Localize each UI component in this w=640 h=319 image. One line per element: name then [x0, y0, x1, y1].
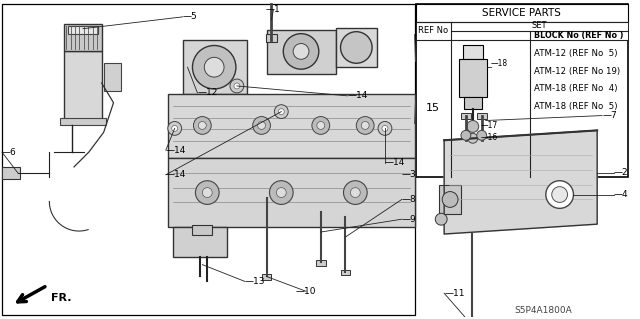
Bar — [104, 63, 122, 91]
Bar — [2, 4, 415, 315]
Bar — [168, 158, 415, 227]
Text: —3: —3 — [402, 170, 417, 179]
Circle shape — [350, 188, 360, 197]
Bar — [461, 113, 471, 119]
Text: ATM-18 (REF No  5): ATM-18 (REF No 5) — [534, 102, 618, 111]
Text: —14: —14 — [166, 145, 186, 155]
Text: SERVICE PARTS: SERVICE PARTS — [482, 8, 561, 18]
Text: —17: —17 — [481, 121, 498, 130]
Circle shape — [234, 83, 240, 89]
Text: —4: —4 — [614, 190, 628, 199]
Bar — [439, 185, 461, 214]
Text: ATM-18 (REF No  4): ATM-18 (REF No 4) — [534, 85, 618, 93]
Text: ATM-12 (REF No  5): ATM-12 (REF No 5) — [534, 49, 618, 58]
Bar — [64, 24, 102, 51]
Text: —6: —6 — [2, 148, 17, 157]
Bar — [266, 33, 277, 41]
Circle shape — [253, 116, 271, 134]
Text: BLOCK No (REF No ): BLOCK No (REF No ) — [534, 31, 623, 40]
Bar — [60, 117, 106, 125]
Circle shape — [356, 116, 374, 134]
Circle shape — [552, 187, 568, 203]
Bar — [266, 30, 335, 74]
Bar — [415, 4, 628, 177]
Circle shape — [168, 122, 182, 135]
Text: S5P4A1800A: S5P4A1800A — [515, 306, 573, 315]
Circle shape — [284, 33, 319, 69]
Bar — [335, 28, 377, 67]
Text: REF No: REF No — [419, 26, 449, 35]
Circle shape — [230, 79, 244, 93]
Circle shape — [378, 122, 392, 135]
Circle shape — [340, 32, 372, 63]
Circle shape — [276, 188, 286, 197]
Circle shape — [467, 121, 479, 132]
Circle shape — [477, 130, 486, 140]
Text: —16: —16 — [481, 133, 498, 142]
Polygon shape — [444, 130, 597, 234]
Circle shape — [195, 181, 219, 204]
Bar — [182, 40, 247, 94]
Bar — [463, 46, 483, 59]
Text: ATM-12 (REF No 19): ATM-12 (REF No 19) — [534, 67, 620, 76]
Circle shape — [312, 116, 330, 134]
Bar — [415, 4, 628, 22]
Circle shape — [278, 109, 284, 115]
Bar — [262, 274, 271, 280]
Circle shape — [382, 125, 388, 131]
Bar — [173, 227, 227, 257]
Circle shape — [442, 192, 458, 207]
Bar — [477, 113, 486, 119]
Circle shape — [275, 105, 288, 119]
Circle shape — [269, 181, 293, 204]
Text: —12: —12 — [197, 88, 218, 97]
Circle shape — [344, 181, 367, 204]
Bar — [68, 26, 98, 33]
Bar — [168, 94, 415, 158]
Circle shape — [193, 46, 236, 89]
Text: —14: —14 — [166, 170, 186, 179]
Text: —1: —1 — [266, 5, 281, 14]
Text: FR.: FR. — [51, 293, 72, 303]
Bar — [316, 260, 326, 266]
Text: —2: —2 — [614, 168, 628, 177]
Bar — [464, 97, 482, 109]
Text: —5: —5 — [182, 12, 197, 21]
Circle shape — [202, 188, 212, 197]
Circle shape — [361, 122, 369, 130]
Text: —14: —14 — [385, 159, 405, 167]
Circle shape — [317, 122, 324, 130]
Text: 15: 15 — [426, 103, 440, 113]
Text: —7: —7 — [602, 111, 617, 120]
Circle shape — [468, 133, 477, 143]
Circle shape — [258, 122, 266, 130]
Bar — [459, 59, 486, 97]
Bar — [530, 22, 628, 40]
Circle shape — [193, 116, 211, 134]
Circle shape — [204, 57, 224, 77]
Text: —14: —14 — [348, 91, 368, 100]
Bar — [193, 225, 212, 235]
Circle shape — [198, 122, 206, 130]
Text: —13: —13 — [244, 277, 266, 286]
Text: —9: —9 — [402, 215, 417, 224]
Circle shape — [435, 213, 447, 225]
Bar — [340, 270, 350, 276]
Bar — [64, 51, 102, 122]
Circle shape — [546, 181, 573, 208]
Text: SET: SET — [532, 21, 547, 30]
Circle shape — [172, 125, 178, 131]
Text: —18: —18 — [490, 59, 508, 68]
Text: —10: —10 — [296, 287, 316, 296]
Circle shape — [461, 130, 471, 140]
Bar — [2, 167, 20, 179]
Text: —8: —8 — [402, 195, 417, 204]
Text: —11: —11 — [444, 289, 465, 298]
Circle shape — [293, 43, 309, 59]
